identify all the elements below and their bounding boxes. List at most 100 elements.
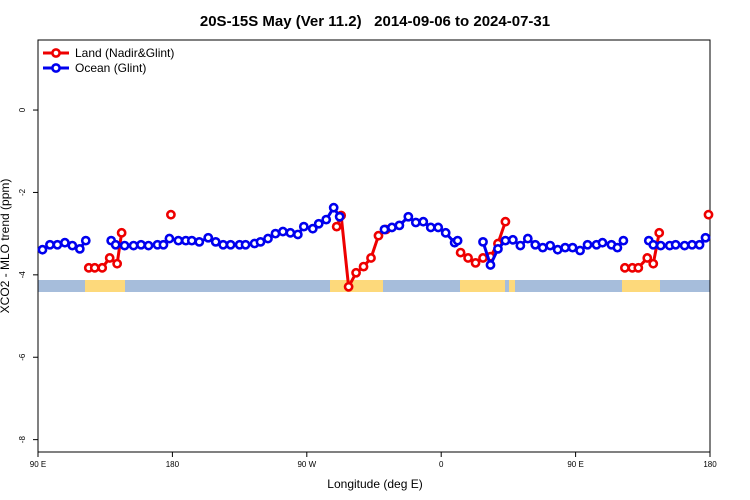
point [334, 211, 345, 222]
point [263, 233, 273, 244]
point [225, 239, 236, 250]
point [485, 260, 496, 270]
point [394, 220, 405, 231]
point [478, 236, 488, 247]
point [37, 244, 48, 255]
point [410, 217, 421, 228]
point [97, 262, 108, 273]
point [136, 239, 146, 250]
point [654, 227, 665, 238]
point [387, 222, 397, 233]
point [158, 239, 169, 250]
land-patch [622, 280, 660, 292]
point [112, 258, 123, 269]
point [403, 211, 414, 222]
point [119, 240, 130, 251]
x-axis-label: Longitude (deg E) [327, 477, 422, 491]
point [366, 253, 376, 263]
point [173, 235, 184, 246]
point [703, 209, 714, 220]
point [478, 253, 488, 263]
point [143, 240, 154, 251]
point [463, 253, 473, 263]
point [575, 245, 585, 256]
point [493, 243, 503, 254]
point [694, 239, 705, 250]
point [633, 262, 644, 273]
y-tick-label: 0 [18, 107, 27, 112]
point [186, 235, 197, 246]
land-patch [85, 280, 125, 292]
point [619, 262, 630, 273]
point [552, 244, 563, 255]
point [507, 234, 518, 245]
point [116, 227, 127, 238]
y-tick-label: -8 [18, 436, 27, 444]
point [648, 239, 659, 250]
point [52, 239, 63, 250]
point [612, 242, 623, 253]
point [582, 239, 593, 250]
point [240, 239, 251, 250]
point [104, 253, 115, 263]
chart-title: 20S-15S May (Ver 11.2) 2014-09-06 to 202… [200, 13, 550, 30]
x-tick-label: 90 E [567, 460, 583, 469]
point [500, 235, 511, 246]
point [331, 221, 342, 232]
point [313, 218, 324, 229]
point [567, 242, 578, 253]
point [648, 258, 659, 269]
point [655, 240, 666, 251]
point [89, 262, 100, 273]
point [270, 228, 281, 239]
point [545, 240, 556, 251]
legend-label: Ocean (Glint) [75, 61, 146, 75]
x-tick-label: 90 W [297, 460, 316, 469]
point [433, 222, 444, 233]
point [687, 239, 697, 250]
point [292, 229, 303, 240]
point [700, 232, 711, 243]
point [470, 257, 481, 268]
point [210, 236, 221, 247]
point [278, 226, 288, 237]
x-tick-label: 0 [439, 460, 444, 469]
point [59, 237, 70, 248]
point [379, 224, 390, 235]
point [45, 239, 55, 250]
y-tick-label: -4 [18, 271, 27, 279]
point [307, 223, 318, 234]
land-patch [330, 280, 383, 292]
point [522, 233, 533, 244]
point [110, 239, 121, 250]
point [255, 236, 266, 247]
point [203, 232, 214, 243]
land-patch [509, 280, 515, 292]
point [285, 227, 296, 238]
point [128, 240, 139, 251]
point [74, 243, 85, 254]
plot-frame [37, 39, 711, 453]
y-axis-label: XCO2 - MLO trend (ppm) [0, 179, 12, 314]
point [440, 227, 451, 238]
point [670, 239, 681, 250]
point [679, 240, 690, 251]
point [418, 216, 429, 227]
point [373, 230, 384, 241]
land-patch [460, 280, 505, 292]
point [618, 235, 629, 246]
y-tick-label: -2 [18, 188, 27, 196]
legend-label: Land (Nadir&Glint) [75, 46, 174, 60]
point [530, 239, 541, 250]
point [597, 237, 608, 248]
x-tick-label: 90 E [30, 460, 46, 469]
point [166, 209, 176, 220]
point [343, 281, 354, 292]
y-tick-label: -6 [18, 353, 27, 361]
point [67, 240, 78, 251]
point [500, 216, 511, 227]
point [164, 233, 175, 244]
